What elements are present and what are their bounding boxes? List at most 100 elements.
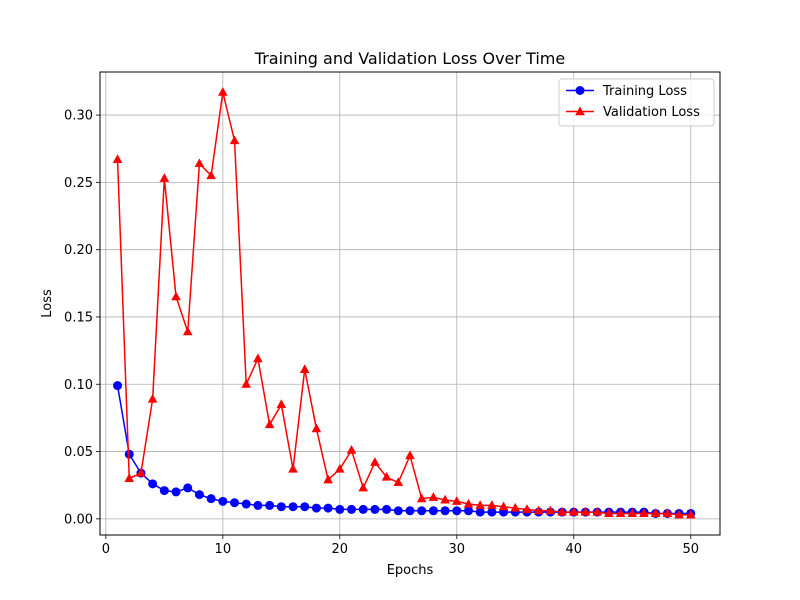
data-point-training-loss	[487, 507, 497, 517]
data-point-validation-loss	[147, 393, 158, 403]
data-point-validation-loss	[545, 505, 556, 515]
data-point-validation-loss	[241, 379, 252, 388]
data-point-validation-loss	[370, 457, 380, 466]
data-point-training-loss	[241, 499, 251, 509]
y-tick-label: 0.20	[64, 243, 93, 258]
data-point-training-loss	[393, 506, 403, 516]
data-point-training-loss	[311, 503, 321, 513]
plot-frame	[99, 71, 721, 536]
data-point-training-loss	[230, 498, 240, 508]
data-point-validation-loss	[685, 509, 696, 519]
data-point-validation-loss	[428, 492, 439, 501]
data-point-validation-loss	[674, 509, 684, 519]
series-validation-loss	[112, 86, 696, 519]
data-point-validation-loss	[299, 364, 310, 373]
y-tick-label: 0.30	[64, 109, 93, 124]
legend: Training Loss Validation Loss	[558, 78, 715, 127]
y-tick-label: 0.25	[64, 176, 93, 191]
x-tick-label: 0	[102, 542, 110, 557]
ticks: 0 10 20 30 40 50 0.00 0.05 0.10 0.15 0.20 0.25 0.30	[64, 109, 699, 557]
data-point-validation-loss	[416, 493, 427, 503]
data-point-validation-loss	[510, 502, 521, 512]
x-tick-label: 40	[566, 542, 583, 557]
data-point-training-loss	[358, 504, 368, 514]
data-point-validation-loss	[393, 477, 404, 487]
data-point-training-loss	[206, 494, 216, 504]
y-tick-label: 0.00	[64, 512, 93, 527]
data-point-validation-loss	[253, 353, 263, 363]
data-point-training-loss	[452, 506, 462, 516]
data-point-validation-loss	[650, 508, 661, 517]
data-point-validation-loss	[311, 423, 322, 433]
data-point-training-loss	[183, 483, 193, 493]
data-point-validation-loss	[136, 467, 146, 477]
data-point-training-loss	[417, 506, 427, 516]
data-point-training-loss	[276, 502, 286, 512]
data-point-validation-loss	[405, 450, 415, 460]
data-point-training-loss	[335, 504, 345, 514]
x-axis-label: Epochs	[387, 563, 434, 578]
data-point-validation-loss	[358, 482, 368, 492]
data-point-validation-loss	[381, 471, 392, 481]
data-point-training-loss	[148, 479, 158, 489]
data-point-validation-loss	[112, 154, 123, 164]
y-axis-label: Loss	[40, 289, 55, 318]
data-point-validation-loss	[229, 135, 240, 145]
data-point-validation-loss	[475, 500, 485, 509]
data-point-validation-loss	[533, 505, 544, 515]
grid	[100, 72, 720, 535]
legend-marker-training-loss	[575, 86, 585, 95]
data-point-training-loss	[347, 504, 357, 514]
data-point-training-loss	[124, 449, 134, 459]
data-point-validation-loss	[159, 173, 170, 182]
x-tick-label: 30	[449, 542, 466, 557]
data-point-validation-loss	[218, 86, 228, 96]
data-point-training-loss	[463, 506, 473, 516]
data-point-validation-loss	[171, 291, 181, 301]
x-tick-label: 10	[215, 542, 232, 557]
data-point-validation-loss	[662, 508, 673, 517]
data-point-validation-loss	[264, 419, 275, 429]
data-point-training-loss	[113, 381, 123, 391]
data-point-training-loss	[218, 496, 228, 506]
data-point-validation-loss	[568, 506, 579, 516]
x-tick-label: 20	[332, 542, 349, 557]
data-point-validation-loss	[335, 463, 345, 473]
data-point-validation-loss	[498, 501, 509, 511]
data-point-training-loss	[159, 486, 169, 496]
data-point-validation-loss	[124, 473, 135, 483]
data-point-validation-loss	[580, 506, 591, 516]
data-point-training-loss	[382, 504, 392, 514]
y-tick-label: 0.15	[64, 310, 93, 325]
data-point-validation-loss	[604, 508, 614, 517]
data-point-validation-loss	[487, 500, 497, 509]
data-point-validation-loss	[323, 474, 333, 484]
y-tick-label: 0.10	[64, 378, 93, 393]
data-point-validation-loss	[627, 508, 638, 517]
data-point-validation-loss	[452, 496, 462, 505]
data-point-validation-loss	[276, 399, 287, 408]
data-point-training-loss	[194, 490, 204, 500]
data-point-validation-loss	[639, 508, 649, 517]
data-point-training-loss	[370, 504, 380, 514]
data-point-training-loss	[300, 502, 310, 512]
data-point-validation-loss	[440, 494, 450, 504]
data-point-validation-loss	[206, 170, 216, 180]
data-point-training-loss	[253, 500, 263, 510]
x-tick-label: 50	[682, 542, 699, 557]
legend-marker-validation-loss	[575, 106, 585, 116]
series-layer	[112, 86, 696, 519]
data-point-training-loss	[265, 500, 275, 510]
legend-label-training-loss: Training Loss	[602, 84, 687, 99]
data-point-validation-loss	[346, 445, 357, 454]
data-point-training-loss	[288, 502, 298, 512]
data-point-training-loss	[405, 506, 415, 516]
data-point-validation-loss	[522, 504, 532, 513]
chart-title: Training and Validation Loss Over Time	[254, 49, 565, 68]
data-point-training-loss	[171, 487, 181, 497]
data-point-training-loss	[475, 507, 485, 517]
data-point-validation-loss	[615, 508, 626, 517]
legend-label-validation-loss: Validation Loss	[603, 105, 700, 120]
